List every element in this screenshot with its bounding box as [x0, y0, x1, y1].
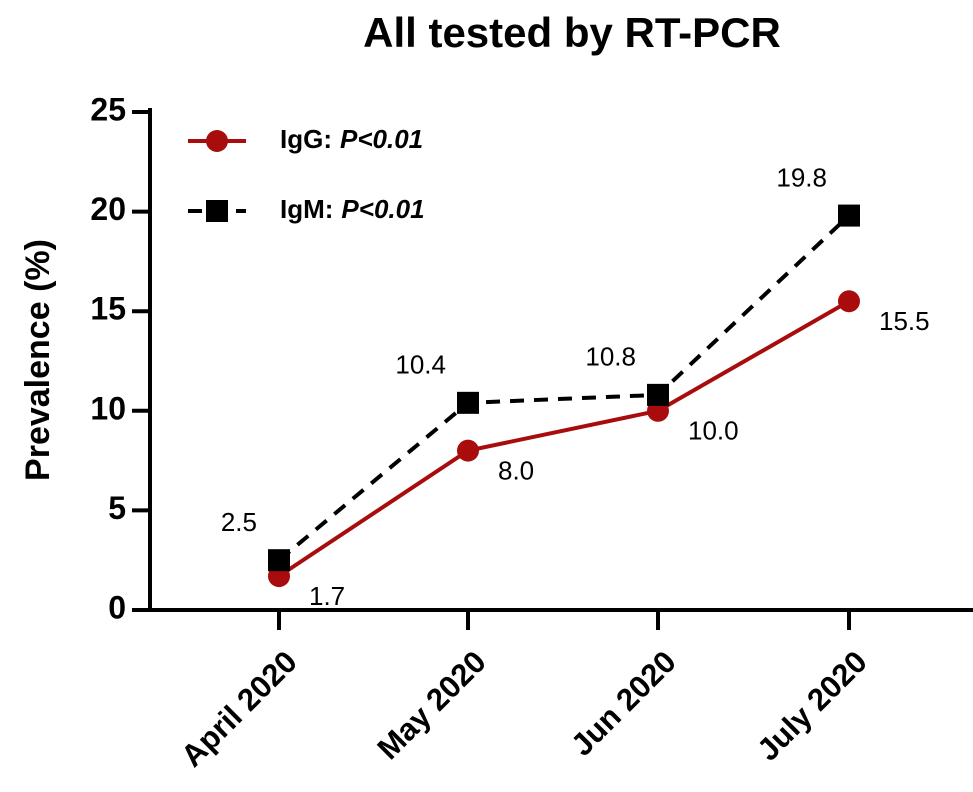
data-point [838, 204, 860, 227]
data-label: 19.8 [776, 162, 827, 192]
x-tick-label: Jun 2020 [564, 644, 683, 763]
data-point [647, 383, 669, 406]
legend-name: IgM: [280, 194, 333, 224]
y-axis-label: Prevalence (%) [19, 239, 57, 481]
data-point [206, 130, 228, 152]
series-line [277, 299, 850, 578]
y-tick-label: 15 [90, 291, 126, 327]
data-point [268, 549, 290, 572]
data-label: 10.0 [688, 416, 739, 446]
data-label: 2.5 [221, 507, 257, 537]
x-tick-label: May 2020 [370, 644, 492, 766]
legend-label: IgG: P<0.01 [280, 124, 423, 154]
x-tick-label: July 2020 [750, 644, 873, 767]
legend-p-value: P<0.01 [341, 194, 424, 224]
data-label: 8.0 [498, 456, 534, 486]
data-label: 1.7 [309, 581, 345, 611]
y-tick-label: 20 [90, 191, 126, 227]
data-label: 10.4 [395, 350, 446, 380]
y-tick-label: 0 [108, 589, 126, 625]
data-label: 15.5 [879, 306, 930, 336]
data-point [457, 439, 479, 462]
data-point [457, 391, 479, 414]
data-point [838, 290, 860, 313]
legend-name: IgG: [280, 124, 332, 154]
legend-label: IgM: P<0.01 [280, 194, 425, 224]
chart-title: All tested by RT-PCR [363, 9, 781, 56]
series-line [277, 214, 851, 562]
y-tick-label: 25 [90, 91, 126, 127]
y-tick-label: 5 [108, 490, 126, 526]
data-point [206, 200, 228, 222]
x-tick-label: April 2020 [174, 644, 304, 774]
legend-p-value: P<0.01 [340, 124, 423, 154]
data-label: 10.8 [585, 342, 636, 372]
y-tick-label: 10 [90, 390, 126, 426]
